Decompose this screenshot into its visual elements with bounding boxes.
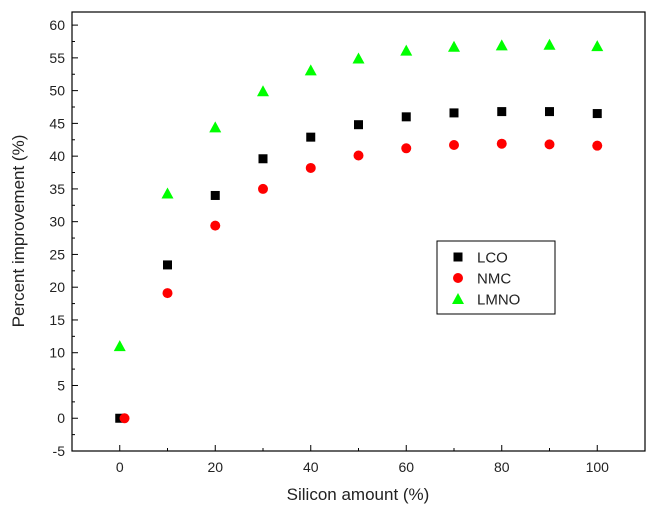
point-lmno [304, 64, 317, 76]
point-lmno [113, 340, 126, 352]
series-nmc [119, 138, 603, 424]
point-lco [258, 154, 268, 164]
point-lmno [543, 38, 556, 50]
y-axis: -5 0 5 10 15 20 25 30 35 40 45 50 55 60 [49, 17, 78, 459]
point-lco [449, 108, 459, 118]
y-tick-label: -5 [53, 443, 66, 459]
point-nmc [544, 139, 555, 150]
legend-marker-nmc [453, 273, 463, 283]
plot-frame [71, 11, 646, 452]
x-tick-label: 20 [207, 459, 223, 475]
point-lco [545, 107, 554, 117]
point-nmc [449, 140, 459, 151]
legend-label-lco: LCO [477, 250, 508, 267]
legend: LCO NMC LMNO [436, 240, 556, 315]
point-nmc [496, 138, 507, 149]
point-lco [592, 109, 602, 119]
point-nmc [162, 288, 173, 299]
data-points [113, 38, 604, 424]
point-lmno [400, 44, 413, 56]
y-axis-title: Percent improvement (%) [9, 135, 28, 328]
point-lco [401, 112, 411, 122]
x-axis: 0 20 40 60 80 100 [71, 445, 646, 475]
point-nmc [305, 162, 316, 173]
legend-label-lmno: LMNO [477, 292, 520, 309]
point-lco [354, 120, 363, 130]
point-lmno [257, 85, 269, 97]
point-lco [210, 190, 220, 200]
x-tick-label: 100 [586, 459, 610, 475]
x-tick-label: 0 [116, 459, 124, 475]
point-nmc [353, 150, 364, 161]
y-tick-label: 25 [49, 246, 65, 262]
x-tick-label: 60 [398, 459, 414, 475]
point-nmc [401, 143, 412, 154]
series-lmno [113, 38, 604, 352]
y-tick-label: 0 [57, 410, 65, 426]
y-tick-label: 55 [49, 50, 65, 66]
point-nmc [258, 183, 268, 194]
x-tick-label: 40 [303, 459, 319, 475]
point-lmno [352, 52, 365, 64]
point-lco [497, 107, 507, 117]
x-axis-title: Silicon amount (%) [287, 485, 430, 504]
point-nmc [119, 413, 130, 424]
legend-marker-lco [453, 252, 463, 262]
y-tick-label: 35 [49, 181, 65, 197]
point-nmc [592, 140, 603, 151]
y-tick-label: 45 [49, 115, 65, 131]
y-tick-label: 20 [49, 279, 65, 295]
y-tick-label: 30 [49, 214, 65, 230]
x-tick-label: 80 [494, 459, 510, 475]
y-tick-label: 15 [49, 312, 65, 328]
y-tick-label: 5 [57, 377, 65, 393]
point-lmno [161, 187, 174, 199]
point-nmc [210, 220, 221, 231]
point-lmno [591, 40, 604, 52]
point-lmno [448, 40, 460, 52]
y-tick-label: 10 [49, 345, 65, 361]
y-tick-label: 40 [49, 148, 65, 164]
legend-label-nmc: NMC [477, 271, 511, 288]
point-lmno [209, 121, 222, 133]
y-tick-label: 50 [49, 83, 65, 99]
y-tick-label: 60 [49, 17, 65, 33]
point-lmno [495, 39, 508, 51]
point-lco [306, 132, 316, 142]
legend-marker-lmno [452, 293, 464, 304]
point-lco [163, 260, 172, 270]
